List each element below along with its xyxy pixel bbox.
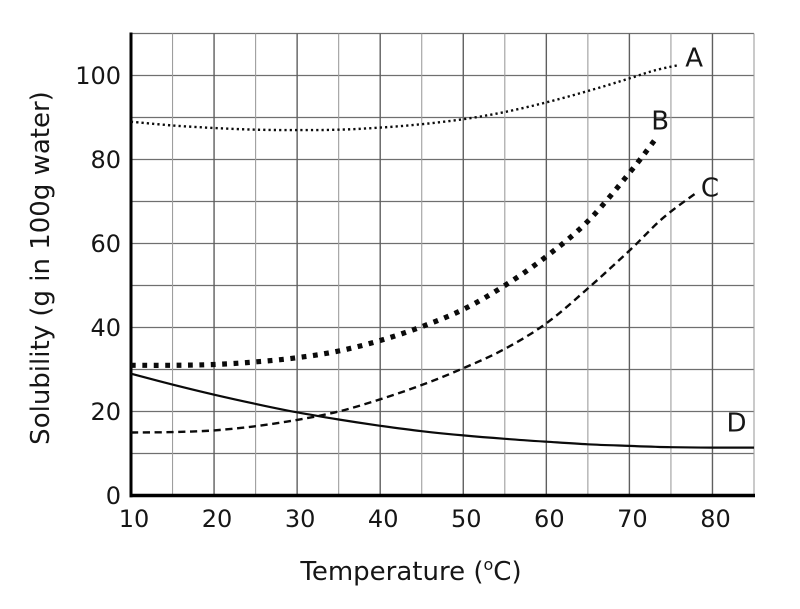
solubility-curves bbox=[130, 63, 755, 449]
x-tick-label: 60 bbox=[534, 505, 565, 533]
x-axis-title: Temperature (oC) bbox=[299, 555, 521, 587]
curve-label-A: A bbox=[685, 44, 703, 74]
x-axis-title-text: Temperature ( bbox=[299, 557, 483, 587]
x-tick-label: 30 bbox=[285, 505, 316, 533]
curve-A bbox=[130, 63, 680, 132]
x-tick-label: 70 bbox=[617, 505, 648, 533]
y-tick-label: 20 bbox=[90, 398, 121, 426]
x-tick-label: 50 bbox=[451, 505, 482, 533]
x-tick-label: 80 bbox=[700, 505, 731, 533]
x-tick-label: 10 bbox=[119, 505, 150, 533]
y-tick-label: 100 bbox=[75, 62, 121, 90]
y-tick-label: 80 bbox=[90, 146, 121, 174]
curve-labels: A B C D bbox=[651, 44, 746, 439]
x-tick-label: 40 bbox=[368, 505, 399, 533]
y-tick-label: 40 bbox=[90, 314, 121, 342]
y-tick-label: 60 bbox=[90, 230, 121, 258]
tick-labels: 10 20 30 40 50 60 70 80 0 20 40 60 80 100 bbox=[75, 62, 731, 533]
curve-D bbox=[130, 372, 755, 449]
curve-label-B: B bbox=[651, 107, 669, 137]
y-axis-title: Solubility (g in 100g water) bbox=[26, 91, 56, 445]
grid-lines bbox=[130, 32, 755, 497]
axis-lines bbox=[129, 32, 755, 498]
y-tick-label: 0 bbox=[106, 482, 121, 510]
x-axis-title-unit: C) bbox=[493, 557, 521, 587]
curve-C bbox=[130, 192, 697, 434]
degree-superscript-icon: o bbox=[484, 555, 494, 574]
x-tick-label: 20 bbox=[202, 505, 233, 533]
curve-label-C: C bbox=[701, 174, 719, 204]
curve-label-D: D bbox=[727, 409, 747, 439]
